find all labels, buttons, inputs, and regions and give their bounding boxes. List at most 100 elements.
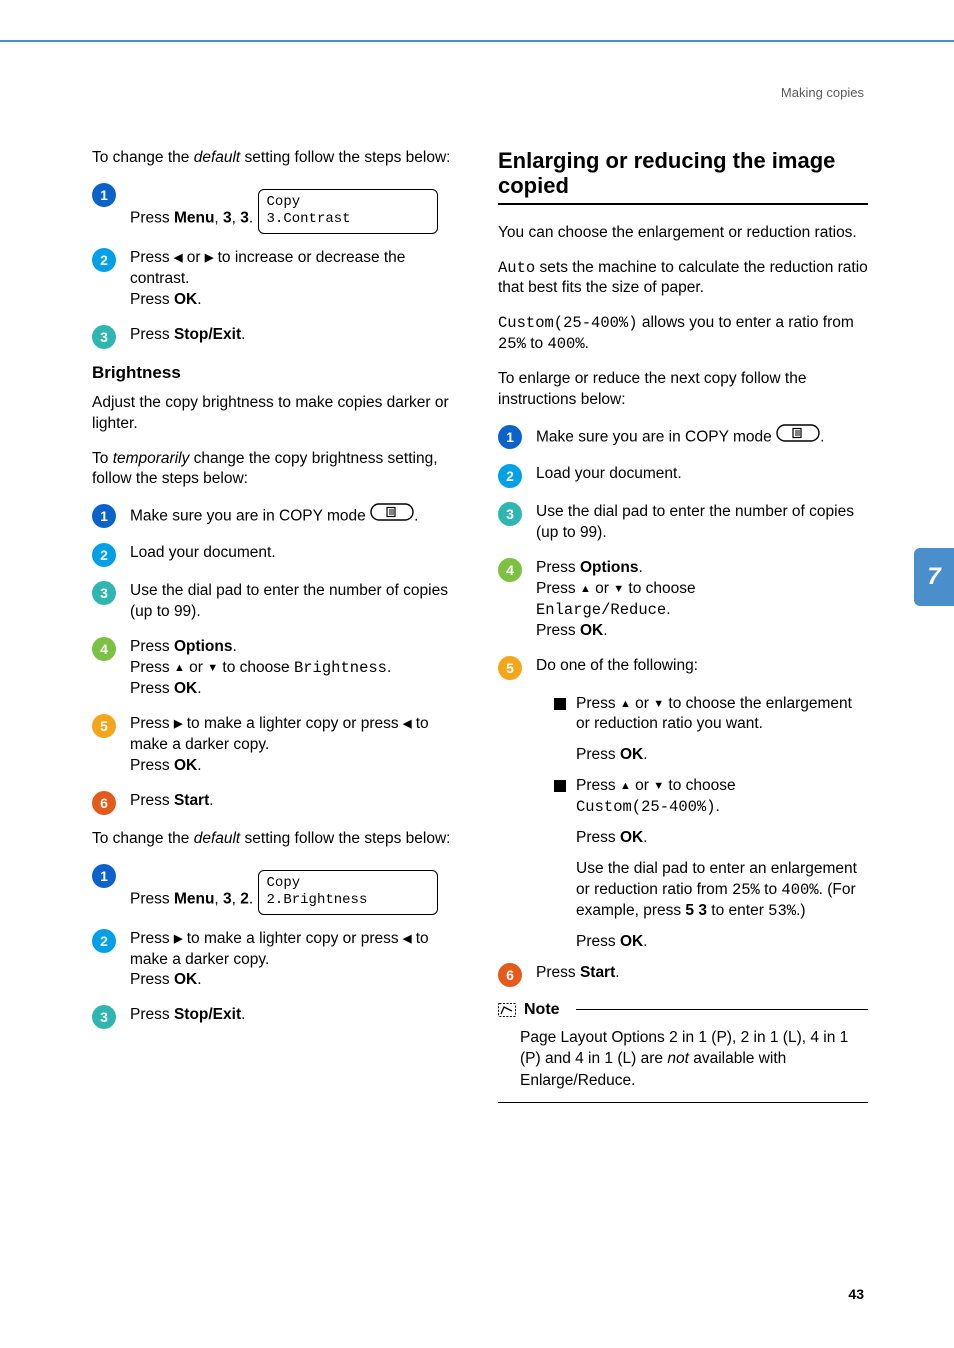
txt: . [197,291,201,308]
txt: Press [536,964,580,981]
txt: . [666,601,670,618]
lcd-display-2: Copy 2.Brightness [258,870,438,915]
lcd-line: Copy [267,875,429,893]
lcd-line: 3.Contrast [267,211,429,229]
step-badge-6: 6 [92,791,116,815]
right-step-5-bullet-1-ok: Press OK. [576,745,868,766]
page-number: 43 [848,1286,864,1302]
txt: To [92,450,113,467]
right-step-5: 5 Do one of the following: [498,656,868,680]
right-step-2: 2 Load your document. [498,464,868,488]
txt: , [232,209,241,226]
bright-step-1: 1 Make sure you are in COPY mode . [92,504,462,529]
txt: allows you to enter a ratio from [638,314,854,331]
txt: or [185,659,207,676]
txt: Press [536,622,580,639]
step-badge-2: 2 [498,464,522,488]
txt: . [249,209,253,226]
right-step-5-bullet-2-ok2: Press OK. [576,932,868,953]
txt: Press [130,1006,174,1023]
txt: . [197,971,201,988]
txt: Press [130,659,174,676]
bright-step-3: 3 Use the dial pad to enter the number o… [92,581,462,623]
right-arrow-icon: ▶ [205,251,213,266]
right-step-5-bullet-1: Press ▲ or ▼ to choose the enlargement o… [554,694,868,736]
txt: To change the [92,830,194,847]
txt: Do one of the following: [536,656,868,677]
txt: temporarily [113,450,190,467]
txt: setting follow the steps below: [240,830,450,847]
txt: to make a lighter copy or press [182,930,403,947]
right-step-5-bullet-2-ok1: Press OK. [576,828,868,849]
txt: OK [580,622,603,639]
step-badge-1: 1 [92,183,116,207]
txt: . [241,326,245,343]
heading-brightness: Brightness [92,363,462,383]
right-column: Enlarging or reducing the image copied Y… [498,148,868,1103]
txt: Press [130,680,174,697]
txt: Use the dial pad to enter the number of … [130,581,462,623]
txt: Press [130,890,174,907]
default-step-2: 2 Press ▶ to make a lighter copy or pres… [92,929,462,992]
txt: setting follow the steps below: [240,149,450,166]
step-badge-6: 6 [498,963,522,987]
txt: Press [130,326,174,343]
txt: to make a lighter copy or press [182,715,403,732]
copy-mode-icon [776,424,820,449]
brightness-desc: Adjust the copy brightness to make copie… [92,393,462,435]
step-badge-2: 2 [92,543,116,567]
txt: 5 3 [685,902,707,919]
txt: OK [620,829,643,846]
txt: Press [130,971,174,988]
txt: Press [130,638,174,655]
left-intro-1: To change the default setting follow the… [92,148,462,169]
bright-step-4: 4 Press Options. Press ▲ or ▼ to choose … [92,637,462,700]
note-rule [576,1009,868,1010]
step-badge-3: 3 [92,325,116,349]
txt: . [585,335,589,352]
txt: to choose [624,580,696,597]
txt: Press [130,291,174,308]
txt: . [643,746,647,763]
up-arrow-icon: ▲ [620,779,631,794]
left-intro-2: To change the default setting follow the… [92,829,462,850]
txt: . [643,933,647,950]
step-badge-5: 5 [498,656,522,680]
txt: Press [130,249,174,266]
txt: , [214,209,223,226]
txt: . [387,659,391,676]
txt: 3 [223,890,232,907]
txt: . [639,559,643,576]
down-arrow-icon: ▼ [613,582,624,597]
txt: . [643,829,647,846]
txt: to choose [664,777,736,794]
txt: Press [130,715,174,732]
txt: Press [576,829,620,846]
lcd-line: Copy [267,194,429,212]
right-step-1: 1 Make sure you are in COPY mode . [498,425,868,450]
txt: OK [174,757,197,774]
txt: Custom(25-400%) [498,314,638,332]
lcd-display-1: Copy 3.Contrast [258,189,438,234]
down-arrow-icon: ▼ [207,661,218,676]
txt: . [233,638,237,655]
txt: 3 [240,209,249,226]
txt: Press [536,580,580,597]
txt: Load your document. [536,464,868,485]
txt: Use the dial pad to enter the number of … [536,502,868,544]
lcd-line: 2.Brightness [267,892,429,910]
header-section-label: Making copies [781,85,864,100]
txt: to [760,881,782,898]
txt: Press [536,559,580,576]
txt: To change the [92,149,194,166]
step-badge-4: 4 [92,637,116,661]
txt: Load your document. [130,543,462,564]
square-bullet-icon [554,698,566,710]
txt: Press [130,930,174,947]
bright-step-5: 5 Press ▶ to make a lighter copy or pres… [92,714,462,777]
txt: Stop/Exit [174,326,241,343]
left-step-2: 2 Press ◀ or ▶ to increase or decrease t… [92,248,462,311]
txt: . [615,964,619,981]
txt: Press [576,746,620,763]
txt: .) [796,902,805,919]
